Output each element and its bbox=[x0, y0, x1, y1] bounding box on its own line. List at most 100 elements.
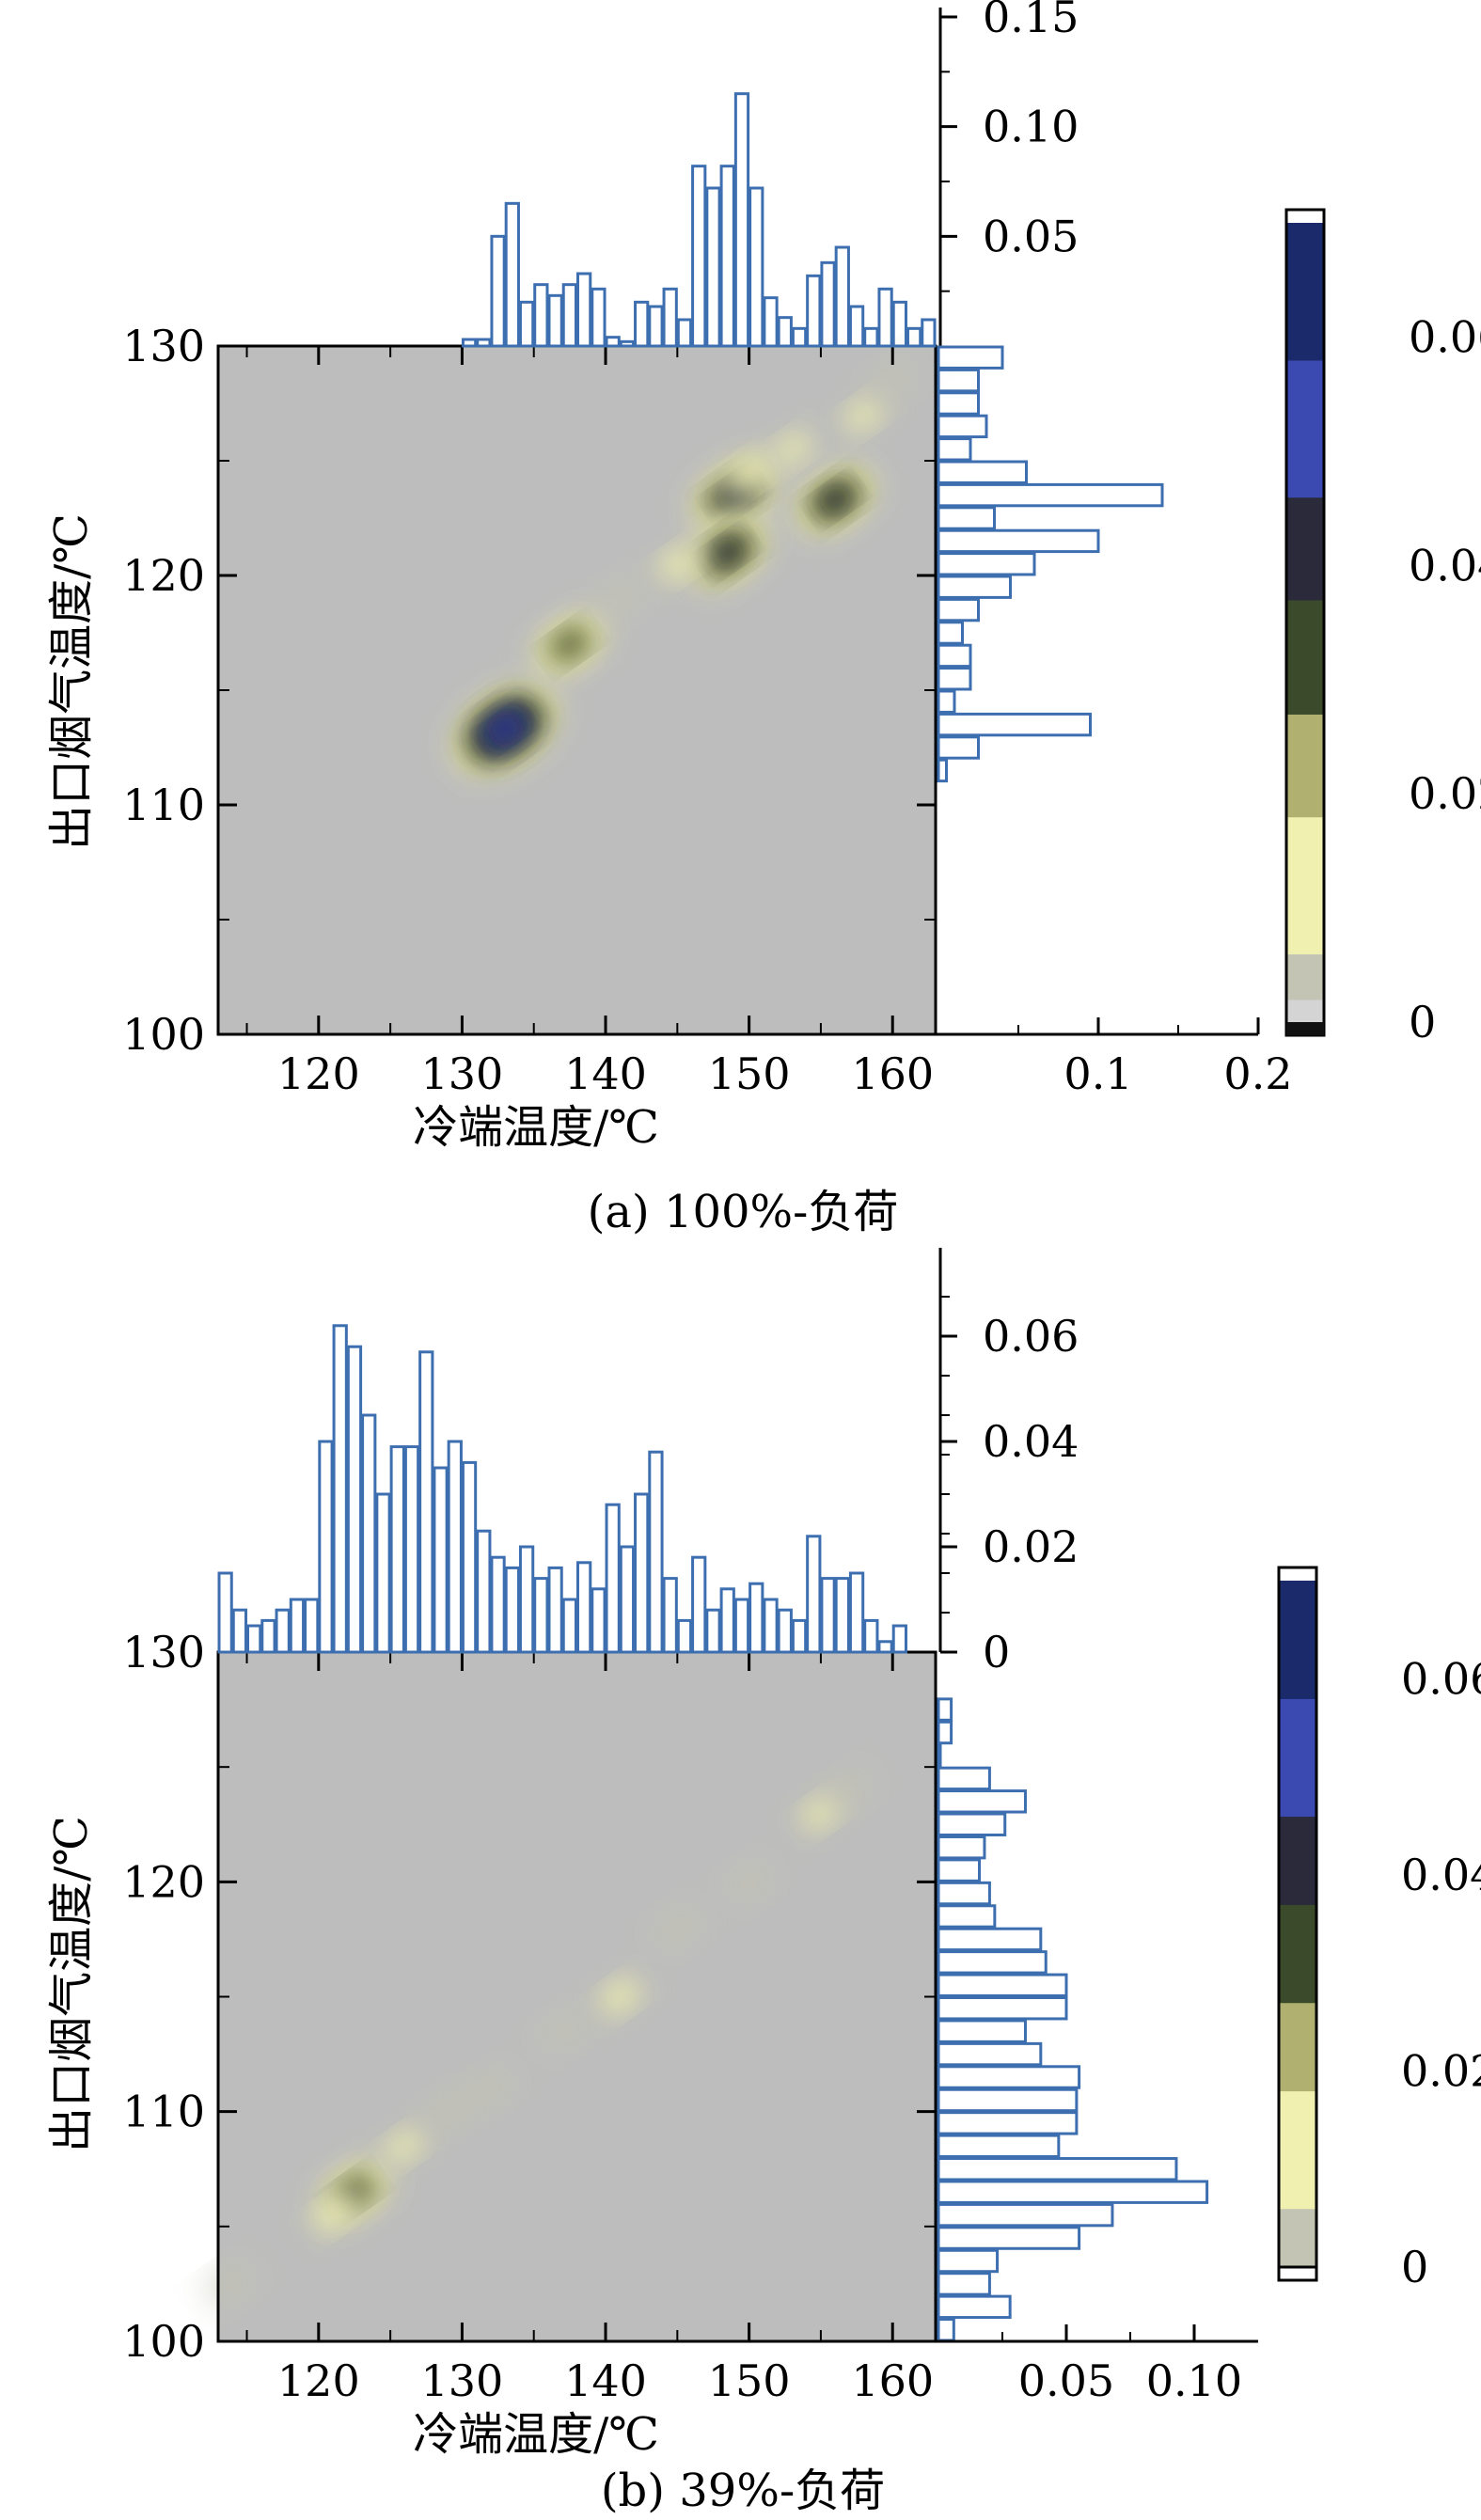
y-tick-label: 130 bbox=[122, 321, 205, 371]
colorbar-segment bbox=[1279, 1796, 1316, 1807]
hotspot-level bbox=[659, 548, 695, 579]
hotspot bbox=[538, 2010, 587, 2052]
colorbar-segment bbox=[1286, 634, 1324, 647]
right-histogram-bar bbox=[937, 2272, 991, 2296]
colorbar-segment bbox=[1286, 530, 1324, 543]
right-histogram-bar bbox=[937, 1835, 986, 1860]
colorbar-tick-label: 0.06 bbox=[1401, 1653, 1481, 1704]
hotspot bbox=[682, 513, 773, 591]
top-histogram-bar bbox=[533, 283, 549, 348]
colorbar-segment bbox=[1286, 965, 1324, 978]
colorbar-segment bbox=[1279, 1639, 1316, 1650]
colorbar-segment bbox=[1286, 245, 1324, 259]
top-histogram-bar bbox=[518, 1545, 535, 1654]
colorbar-segment bbox=[1279, 2257, 1316, 2268]
top-hist-tick-label: 0.05 bbox=[983, 211, 1079, 261]
colorbar-segment bbox=[1279, 2051, 1316, 2062]
top-histogram-bar bbox=[863, 1618, 879, 1654]
right-histogram-bar bbox=[937, 1927, 1043, 1952]
top-histogram-bar bbox=[275, 1608, 291, 1654]
hotspot-level bbox=[725, 1861, 773, 1902]
colorbar-segment bbox=[1286, 748, 1324, 761]
right-histogram-bar bbox=[937, 2202, 1114, 2228]
right-histogram-bar bbox=[937, 368, 980, 393]
colorbar-segment bbox=[1279, 1727, 1316, 1739]
top-hist-tick-label: 0 bbox=[983, 1627, 1010, 1677]
colorbar-segment bbox=[1279, 2159, 1316, 2170]
colorbar-segment bbox=[1279, 2130, 1316, 2141]
top-histogram-bar bbox=[791, 1618, 808, 1654]
colorbar-cap bbox=[1286, 210, 1324, 223]
right-histogram-bar bbox=[937, 1766, 991, 1791]
top-histogram-bar bbox=[877, 287, 893, 348]
hotspot bbox=[765, 427, 819, 472]
colorbar-segment bbox=[1286, 987, 1324, 1000]
hotspot bbox=[791, 462, 879, 538]
colorbar-segment bbox=[1286, 428, 1324, 441]
x-axis-label: 冷端温度/℃ bbox=[413, 2408, 659, 2461]
colorbar-segment bbox=[1279, 2208, 1316, 2219]
colorbar-segment bbox=[1286, 862, 1324, 874]
right-histogram-bar bbox=[937, 597, 980, 622]
right-histogram-bar bbox=[937, 506, 996, 530]
x-tick-label: 140 bbox=[564, 2355, 647, 2406]
colorbar-segment bbox=[1279, 1767, 1316, 1778]
top-histogram-bar bbox=[719, 165, 735, 348]
right-histogram-bar bbox=[937, 1720, 953, 1745]
top-histogram-bar bbox=[834, 1577, 850, 1654]
top-histogram-bar bbox=[777, 1608, 793, 1654]
top-histogram-bar bbox=[619, 339, 636, 348]
colorbar-segment bbox=[1279, 2188, 1316, 2199]
x-tick-label: 150 bbox=[708, 1048, 791, 1099]
colorbar-segment bbox=[1286, 1010, 1324, 1023]
hotspot bbox=[422, 2090, 473, 2134]
colorbar-segment bbox=[1279, 1825, 1316, 1836]
y-tick-label: 130 bbox=[122, 1627, 205, 1677]
heatmap-plot: 120 130 140 150 160 100 110 120 130 bbox=[122, 321, 937, 1099]
colorbar-segment bbox=[1279, 1982, 1316, 1993]
right-histogram-bar bbox=[937, 1973, 1068, 1997]
top-histogram-bar bbox=[648, 305, 664, 348]
top-histogram-bar bbox=[691, 165, 707, 348]
hotspot-level bbox=[466, 2068, 515, 2109]
x-tick-label: 130 bbox=[421, 2355, 504, 2406]
top-histogram-bar bbox=[246, 1624, 262, 1654]
colorbar-segment bbox=[1279, 2071, 1316, 2082]
top-histogram-bar bbox=[877, 1640, 893, 1654]
x-tick-label: 130 bbox=[421, 1048, 504, 1099]
colorbar-segment bbox=[1279, 1668, 1316, 1680]
x-tick-label: 120 bbox=[277, 1048, 360, 1099]
top-histogram-bar bbox=[863, 326, 879, 348]
y-tick-label: 120 bbox=[122, 550, 205, 601]
colorbar-cap bbox=[1279, 1567, 1316, 1581]
colorbar-segment bbox=[1279, 1943, 1316, 1955]
top-histogram-bar bbox=[733, 1598, 750, 1654]
x-tick-label: 160 bbox=[851, 2355, 934, 2406]
right-histogram-bar bbox=[937, 414, 988, 439]
right-histogram-bar bbox=[937, 1697, 953, 1722]
colorbar-segment bbox=[1286, 543, 1324, 555]
hotspot bbox=[725, 1861, 773, 1902]
top-histogram-bar bbox=[591, 1587, 607, 1654]
right-histogram-bar bbox=[937, 2134, 1061, 2159]
colorbar-segment bbox=[1279, 1933, 1316, 1945]
colorbar-segment bbox=[1286, 576, 1324, 590]
colorbar-segment bbox=[1279, 1599, 1316, 1612]
colorbar-tick-label: 0.06 bbox=[1409, 311, 1481, 362]
hotspot-level bbox=[730, 456, 768, 489]
top-histogram-bar bbox=[676, 1618, 693, 1654]
colorbar-segment bbox=[1279, 1894, 1316, 1905]
right-histogram-bar bbox=[937, 1904, 997, 1929]
colorbar-segment bbox=[1279, 1659, 1316, 1670]
colorbar-segment bbox=[1279, 1776, 1316, 1788]
colorbar-segment bbox=[1279, 1992, 1316, 2004]
x-axis-label: 冷端温度/℃ bbox=[413, 1101, 659, 1154]
top-histogram-bar bbox=[518, 300, 535, 348]
colorbar-segment bbox=[1286, 565, 1324, 578]
top-histogram-bar bbox=[848, 1571, 865, 1654]
colorbar-segment bbox=[1286, 725, 1324, 738]
colorbar-segment bbox=[1286, 599, 1324, 612]
colorbar-segment bbox=[1279, 2179, 1316, 2190]
colorbar-segment bbox=[1286, 348, 1324, 361]
x-tick-label: 160 bbox=[851, 1048, 934, 1099]
